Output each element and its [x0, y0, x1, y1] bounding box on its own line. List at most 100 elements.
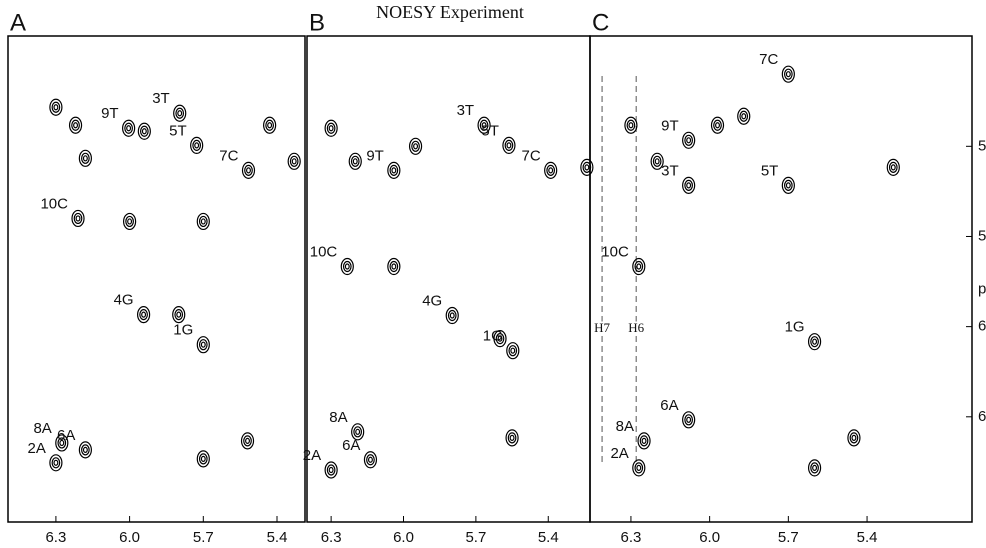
cross-peak	[477, 116, 491, 134]
peak-label: 1G	[483, 328, 503, 345]
cross-peak	[505, 429, 519, 447]
peak-label: 2A	[28, 440, 46, 457]
cross-peak	[291, 158, 297, 165]
cross-peak	[196, 450, 210, 468]
cross-peak	[355, 428, 361, 435]
y-tick-label: 6.3	[978, 408, 986, 425]
cross-peak	[785, 71, 791, 78]
cross-peak	[200, 455, 206, 462]
x-tick-label: 6.0	[393, 529, 414, 546]
cross-peak	[353, 426, 363, 438]
cross-peak	[196, 336, 210, 354]
cross-peak	[350, 155, 360, 167]
cross-peak	[81, 444, 90, 456]
cross-peak	[654, 158, 660, 165]
x-tick-label: 6.3	[45, 529, 66, 546]
cross-peak	[59, 439, 65, 447]
cross-peak	[177, 110, 183, 117]
cross-peak	[71, 119, 80, 131]
peak-label: 3T	[152, 90, 170, 107]
cross-peak	[363, 451, 378, 469]
peak-label: 6A	[660, 397, 678, 414]
panel-frame	[7, 35, 306, 523]
cross-peak	[51, 101, 61, 113]
cross-peak	[504, 139, 514, 152]
cross-peak	[445, 306, 459, 325]
cross-peak	[544, 161, 558, 179]
cross-peak	[637, 432, 651, 450]
cross-peak	[807, 459, 822, 477]
cross-peak	[198, 215, 208, 228]
cross-peak	[682, 131, 696, 149]
cross-peak	[506, 342, 520, 360]
cross-peak	[351, 423, 365, 441]
cross-peak	[340, 257, 354, 276]
peak-label: 5T	[481, 122, 499, 139]
cross-peak	[175, 107, 185, 119]
cross-peak	[506, 142, 512, 149]
cross-peak	[851, 434, 857, 441]
cross-peak	[55, 434, 69, 452]
cross-peak	[192, 139, 202, 152]
cross-peak	[73, 122, 79, 129]
cross-peak	[196, 212, 210, 231]
panel-letter: C	[592, 9, 609, 36]
cross-peak	[781, 65, 795, 83]
cross-peak	[81, 152, 90, 164]
panel-letter: A	[10, 9, 26, 36]
cross-peak	[139, 309, 148, 321]
cross-peak	[139, 125, 149, 137]
x-tick-label: 5.4	[267, 529, 288, 546]
peak-label: 9T	[366, 147, 384, 164]
cross-peak	[710, 116, 725, 134]
cross-peak	[510, 347, 516, 354]
peak-label: 10C	[601, 243, 629, 260]
cross-peak	[812, 464, 818, 471]
cross-peak	[173, 104, 187, 122]
cross-peak	[580, 158, 594, 176]
panel-frame	[589, 35, 973, 523]
cross-peak	[324, 119, 338, 137]
cross-peak	[387, 161, 401, 179]
cross-peak	[495, 333, 505, 345]
cross-peak	[267, 122, 273, 129]
cross-peak	[78, 149, 92, 167]
reference-label: H7	[594, 320, 610, 335]
cross-peak	[624, 116, 638, 134]
cross-peak	[57, 437, 67, 449]
x-tick-label: 6.3	[620, 529, 641, 546]
cross-peak	[807, 333, 822, 351]
cross-peak	[127, 218, 133, 225]
cross-peak	[508, 345, 518, 357]
cross-peak	[682, 411, 696, 429]
cross-peak	[411, 140, 420, 152]
x-tick-label: 5.7	[193, 529, 214, 546]
cross-peak	[686, 416, 692, 423]
cross-peak	[198, 453, 208, 465]
cross-peak	[367, 456, 373, 463]
cross-peak	[413, 143, 419, 150]
peak-label: 8A	[329, 409, 347, 426]
cross-peak	[366, 454, 375, 466]
cross-peak	[449, 312, 455, 319]
cross-peak	[68, 116, 83, 134]
panel-letter: B	[309, 9, 325, 36]
cross-peak	[245, 437, 250, 444]
cross-peak	[328, 125, 334, 132]
cross-peak	[246, 167, 251, 174]
cross-peak	[493, 330, 507, 348]
cross-peak	[125, 215, 134, 228]
cross-peak	[126, 125, 132, 132]
cross-peak	[352, 158, 358, 165]
peak-label: 4G	[422, 292, 442, 309]
cross-peak	[636, 263, 642, 270]
cross-peak	[546, 164, 556, 176]
cross-peak	[713, 119, 722, 131]
cross-peak	[684, 134, 693, 146]
cross-peak	[715, 122, 720, 129]
y-tick-label: 5.4	[978, 137, 986, 154]
cross-peak	[49, 454, 63, 472]
cross-peak	[626, 119, 636, 131]
cross-peak	[684, 414, 693, 426]
cross-peak	[781, 176, 795, 194]
